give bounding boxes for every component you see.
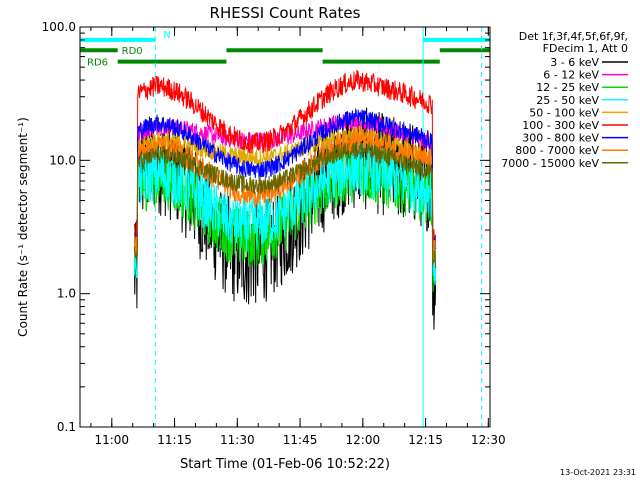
legend-label: 12 - 25 keV bbox=[536, 81, 599, 94]
flag-label-n: N bbox=[163, 30, 170, 41]
legend-label: 100 - 300 keV bbox=[522, 119, 599, 132]
y-tick-label: 100.0 bbox=[42, 20, 76, 34]
series-line-6 bbox=[133, 107, 437, 255]
legend-label: 3 - 6 keV bbox=[550, 56, 599, 69]
x-tick-label: 11:15 bbox=[157, 433, 192, 447]
plot-axes: 100.0 10.0 1.0 0.1 11:00 11:15 11:30 11:45 12:00… bbox=[42, 20, 506, 447]
plot-frame bbox=[79, 26, 491, 428]
flag-bars: N RD0 RD6 bbox=[80, 30, 490, 69]
y-tick-label: 0.1 bbox=[57, 420, 76, 434]
x-tick-label: 11:30 bbox=[220, 433, 255, 447]
legend-label: 7000 - 15000 keV bbox=[501, 157, 599, 170]
x-tick-label: 12:00 bbox=[346, 433, 381, 447]
y-tick-label: 1.0 bbox=[57, 287, 76, 301]
footer-date: 13-Oct-2021 23:31 bbox=[560, 468, 636, 477]
plot-series bbox=[133, 70, 437, 330]
chart-title: RHESSI Count Rates bbox=[210, 4, 361, 22]
legend-label: 800 - 7000 keV bbox=[515, 144, 599, 157]
legend-header-line1: Det 1f,3f,4f,5f,6f,9f, bbox=[519, 30, 628, 43]
legend-header-line2: FDecim 1, Att 0 bbox=[543, 42, 628, 55]
flag-label-rd6: RD6 bbox=[87, 58, 108, 69]
series-line-8 bbox=[133, 141, 437, 269]
x-tick-label: 11:45 bbox=[283, 433, 318, 447]
x-tick-label: 12:15 bbox=[408, 433, 443, 447]
y-tick-label: 10.0 bbox=[49, 153, 76, 167]
legend-label: 6 - 12 keV bbox=[543, 69, 599, 82]
y-axis-label: Count Rate (s⁻¹ detector segment⁻¹) bbox=[16, 117, 30, 337]
x-tick-label: 12:30 bbox=[471, 433, 506, 447]
x-tick-label: 11:00 bbox=[94, 433, 129, 447]
legend-label: 50 - 100 keV bbox=[529, 106, 599, 119]
legend: Det 1f,3f,4f,5f,6f,9f,FDecim 1, Att 03 -… bbox=[501, 30, 628, 170]
legend-label: 300 - 800 keV bbox=[522, 132, 599, 145]
legend-label: 25 - 50 keV bbox=[536, 94, 599, 107]
x-axis-label: Start Time (01-Feb-06 10:52:22) bbox=[180, 457, 390, 472]
chart-text: RHESSI Count Rates Start Time (01-Feb-06 … bbox=[16, 4, 636, 477]
flag-label-rd0: RD0 bbox=[122, 46, 143, 57]
series-line-5 bbox=[133, 70, 437, 246]
